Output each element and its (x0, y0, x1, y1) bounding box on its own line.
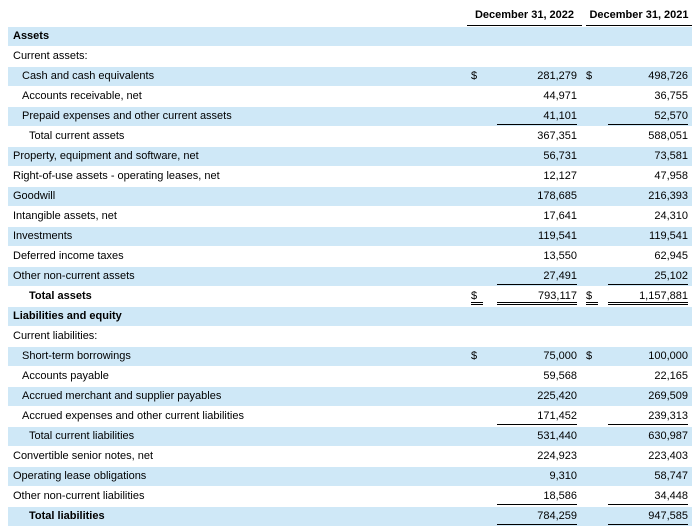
table-row (8, 507, 692, 526)
table-row (8, 347, 692, 366)
cell-value: 58,747 (654, 470, 688, 482)
table-row (8, 227, 692, 246)
cell-value: 18,586 (497, 487, 577, 505)
cell-value: 36,755 (654, 90, 688, 102)
row-label: Current liabilities: (13, 330, 98, 342)
table-row (8, 307, 692, 326)
cell-value: 22,165 (654, 370, 688, 382)
table-row (8, 387, 692, 406)
column-header: December 31, 2022 (467, 6, 582, 26)
cell-value: 216,393 (648, 190, 688, 202)
row-label: Intangible assets, net (13, 210, 117, 222)
cell-value: 531,440 (537, 430, 577, 442)
row-label: Total current liabilities (29, 430, 135, 442)
table-row (8, 267, 692, 286)
cell-value: 17,641 (543, 210, 577, 222)
cell-value: 224,923 (537, 450, 577, 462)
row-label: Goodwill (13, 190, 56, 202)
row-label: Total current assets (29, 130, 125, 142)
table-row (8, 27, 692, 46)
row-label: Other non-current assets (13, 270, 135, 282)
cell-value: 178,685 (537, 190, 577, 202)
table-row (8, 147, 692, 166)
cell-value: 56,731 (543, 150, 577, 162)
currency-symbol: $ (586, 287, 598, 305)
cell-value: 34,448 (608, 487, 688, 505)
cell-value: 119,541 (649, 230, 688, 242)
cell-value: 281,279 (537, 70, 577, 82)
cell-value: 793,117 (497, 287, 577, 305)
row-label: Deferred income taxes (13, 250, 124, 262)
cell-value: 588,051 (648, 130, 688, 142)
cell-value: 75,000 (543, 350, 577, 362)
cell-value: 25,102 (608, 267, 688, 285)
cell-value: 24,310 (654, 210, 688, 222)
cell-value: 225,420 (537, 390, 577, 402)
row-label: Accounts payable (22, 370, 109, 382)
cell-value: 223,403 (648, 450, 688, 462)
row-label: Investments (13, 230, 73, 242)
row-label: Accounts receivable, net (22, 90, 142, 102)
row-label: Accrued merchant and supplier payables (22, 390, 222, 402)
row-label: Assets (13, 30, 50, 42)
table-row (8, 187, 692, 206)
currency-symbol: $ (586, 70, 593, 82)
cell-value: 947,585 (608, 507, 688, 525)
currency-symbol: $ (471, 287, 483, 305)
cell-value: 269,509 (648, 390, 688, 402)
cell-value: 1,157,881 (608, 287, 688, 305)
row-label: Accrued expenses and other current liabi… (22, 410, 244, 422)
table-row (8, 327, 692, 346)
cell-value: 59,568 (543, 370, 577, 382)
cell-value: 62,945 (654, 250, 688, 262)
table-row (8, 467, 692, 486)
cell-value: 44,971 (543, 90, 577, 102)
row-label: Cash and cash equivalents (22, 70, 155, 82)
row-label: Prepaid expenses and other current asset… (22, 110, 232, 122)
row-label: Short-term borrowings (22, 350, 131, 362)
row-label: Current assets: (13, 50, 88, 62)
row-label: Total assets (29, 290, 92, 302)
cell-value: 13,550 (543, 250, 577, 262)
row-label: Other non-current liabilities (13, 490, 145, 502)
cell-value: 498,726 (648, 70, 688, 82)
cell-value: 27,491 (497, 267, 577, 285)
table-row (8, 47, 692, 66)
row-label: Operating lease obligations (13, 470, 147, 482)
column-header: December 31, 2021 (586, 6, 692, 26)
cell-value: 52,570 (608, 107, 688, 125)
cell-value: 784,259 (497, 507, 577, 525)
table-row (8, 427, 692, 446)
row-label: Right-of-use assets - operating leases, … (13, 170, 220, 182)
row-label: Total liabilities (29, 510, 105, 522)
row-label: Liabilities and equity (13, 310, 122, 322)
table-row (8, 107, 692, 126)
table-row (8, 67, 692, 86)
cell-value: 12,127 (543, 170, 577, 182)
row-label: Property, equipment and software, net (13, 150, 199, 162)
row-label: Convertible senior notes, net (13, 450, 154, 462)
cell-value: 630,987 (648, 430, 688, 442)
table-row (8, 367, 692, 386)
currency-symbol: $ (471, 70, 478, 82)
cell-value: 119,541 (538, 230, 577, 242)
cell-value: 171,452 (497, 407, 577, 425)
currency-symbol: $ (471, 350, 478, 362)
cell-value: 9,310 (549, 470, 577, 482)
cell-value: 73,581 (654, 150, 688, 162)
cell-value: 100,000 (648, 350, 688, 362)
cell-value: 47,958 (654, 170, 688, 182)
cell-value: 367,351 (537, 130, 577, 142)
currency-symbol: $ (586, 350, 593, 362)
cell-value: 239,313 (608, 407, 688, 425)
cell-value: 41,101 (497, 107, 577, 125)
